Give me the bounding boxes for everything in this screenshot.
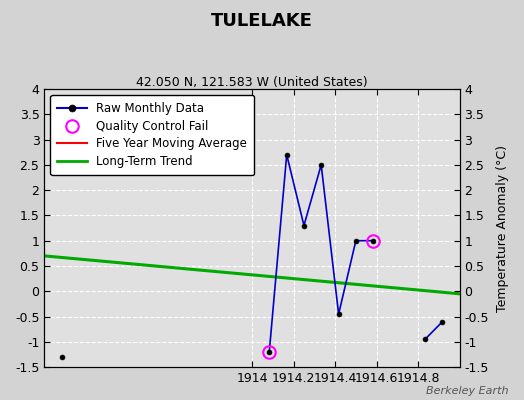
Legend: Raw Monthly Data, Quality Control Fail, Five Year Moving Average, Long-Term Tren: Raw Monthly Data, Quality Control Fail, … [50, 95, 254, 175]
Text: TULELAKE: TULELAKE [211, 12, 313, 30]
Y-axis label: Temperature Anomaly (°C): Temperature Anomaly (°C) [496, 144, 509, 312]
Title: 42.050 N, 121.583 W (United States): 42.050 N, 121.583 W (United States) [136, 76, 368, 89]
Text: Berkeley Earth: Berkeley Earth [426, 386, 508, 396]
